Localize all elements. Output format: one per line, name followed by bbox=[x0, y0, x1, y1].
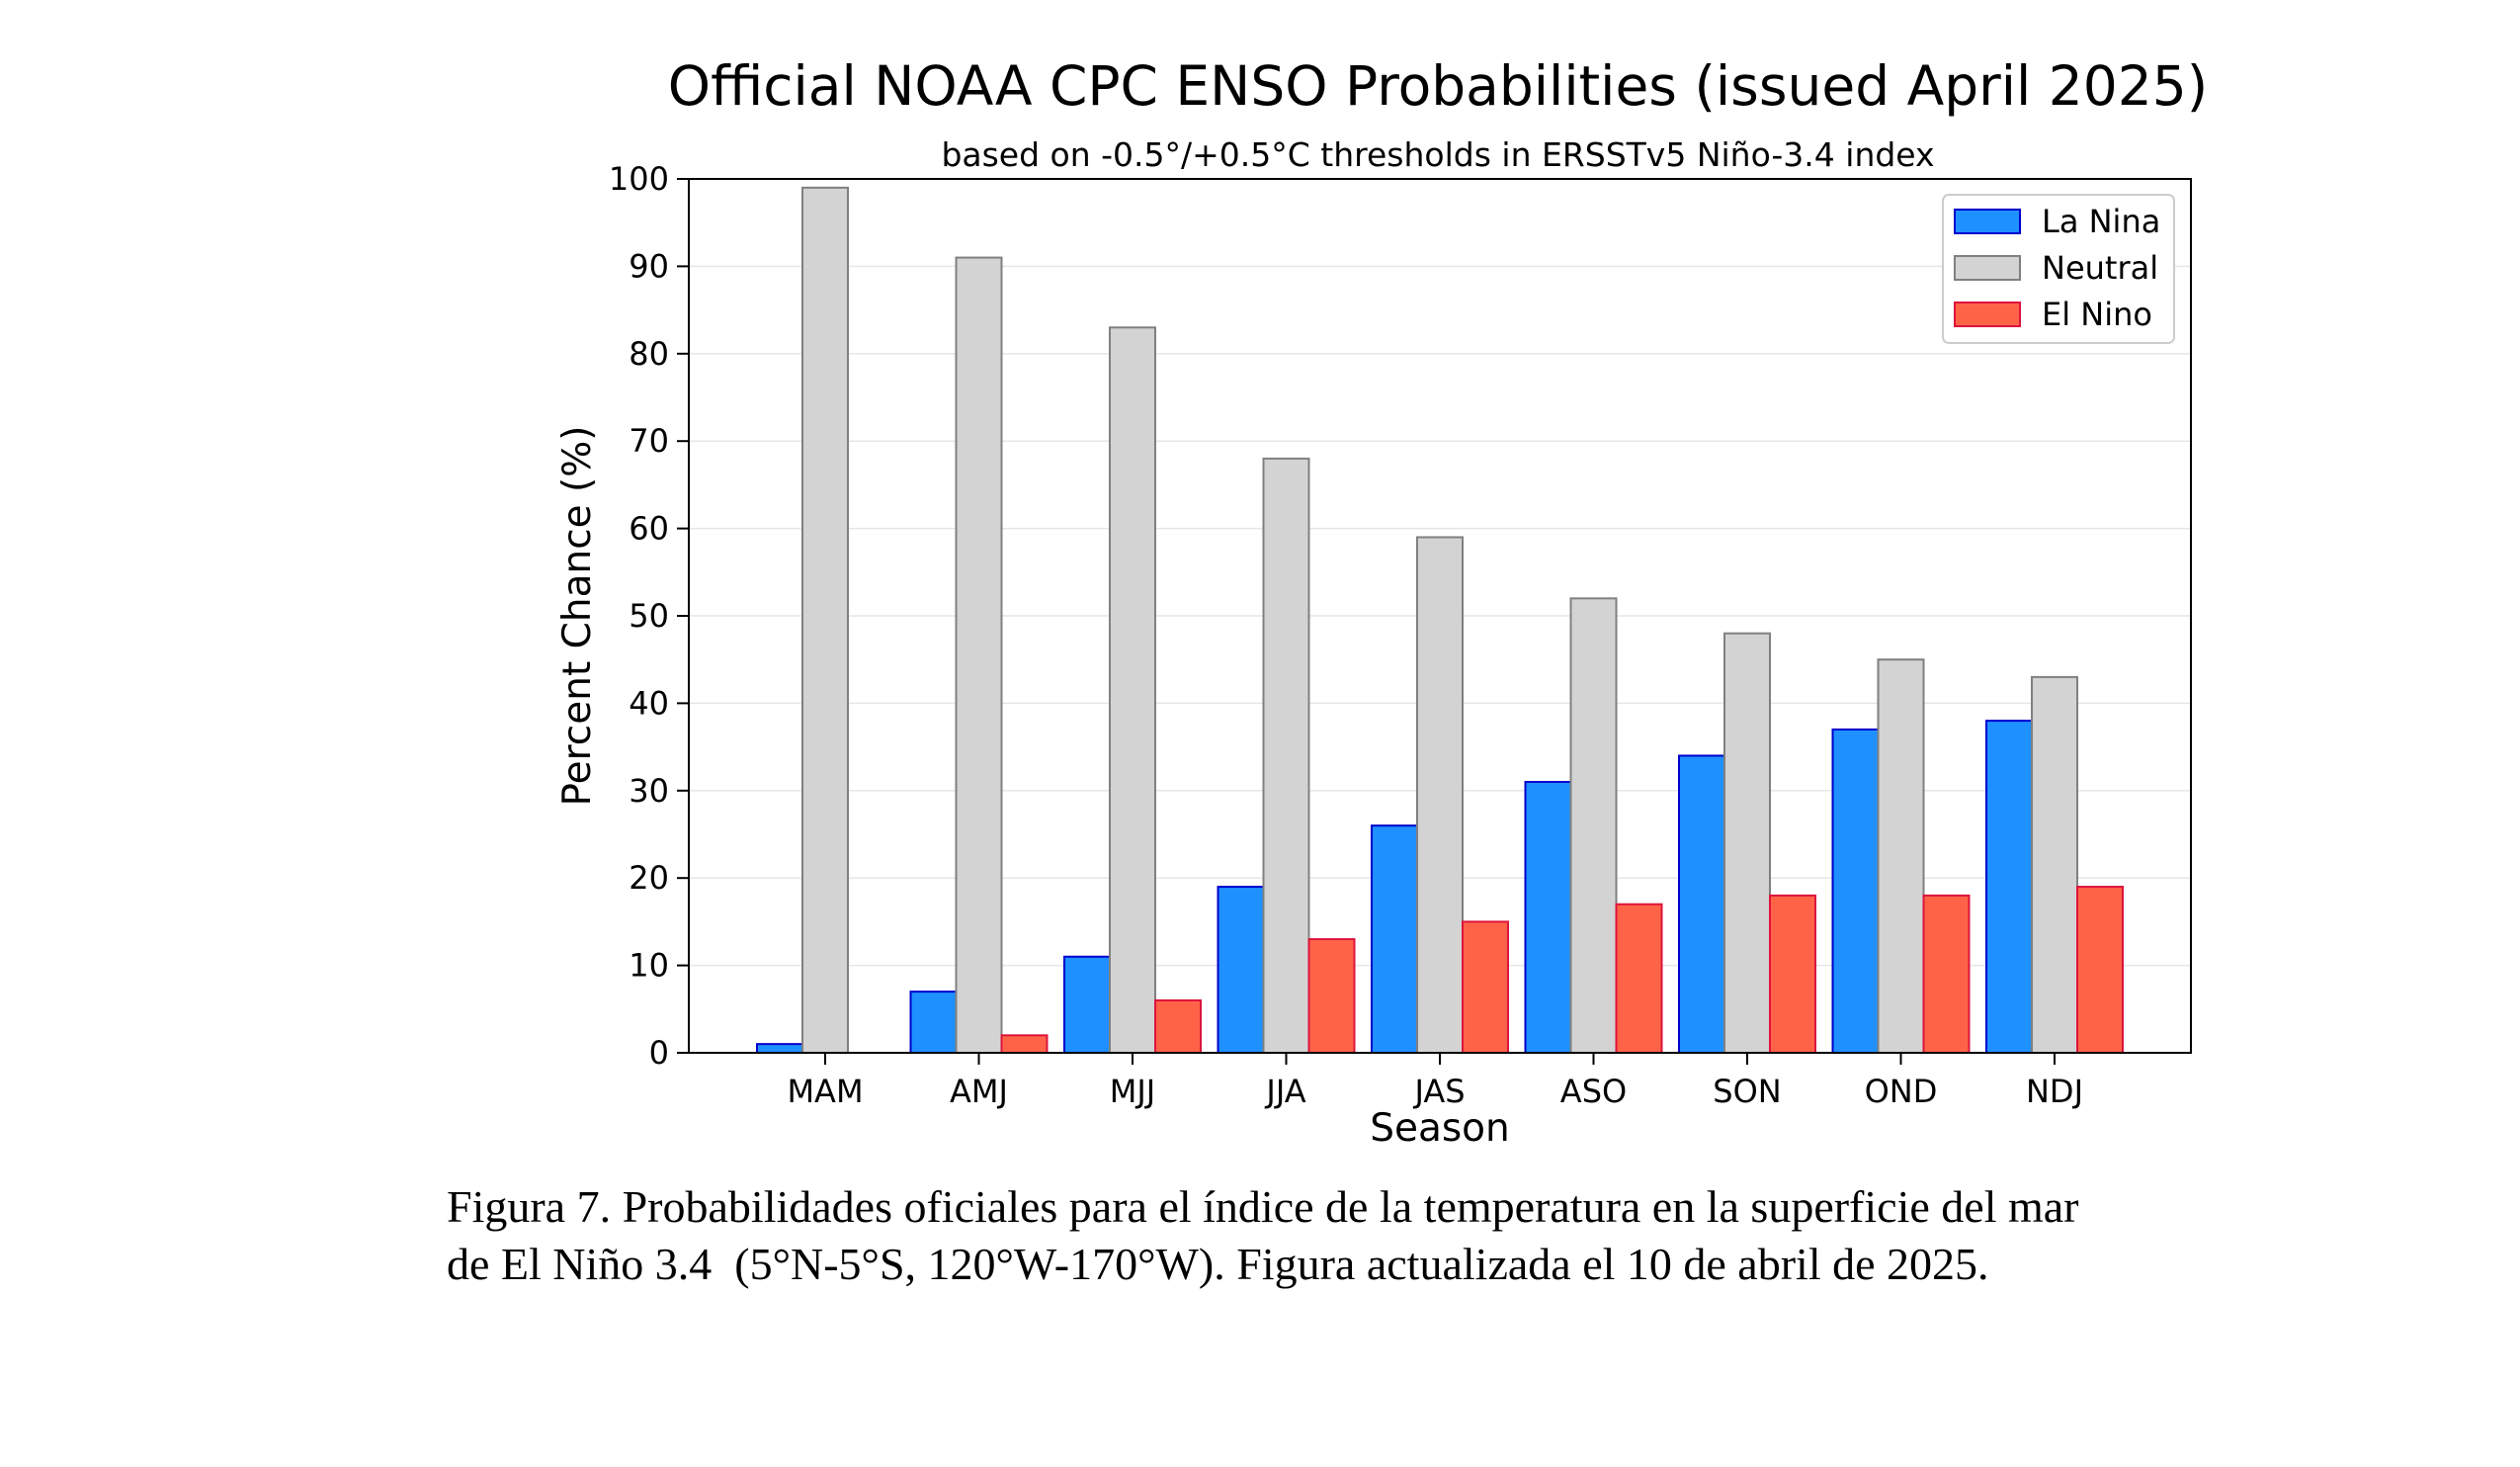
bar-el-nino-son bbox=[1769, 894, 1816, 1054]
bar-la-nina-son bbox=[1678, 754, 1725, 1054]
y-tick-label: 30 bbox=[629, 772, 669, 810]
x-tick-label: NDJ bbox=[2026, 1073, 2083, 1110]
caption-line-1: Figura 7. Probabilidades oficiales para … bbox=[447, 1181, 2079, 1232]
bar-el-nino-jja bbox=[1307, 938, 1356, 1055]
x-tick-label: JJA bbox=[1264, 1073, 1305, 1110]
x-tick-label: JAS bbox=[1412, 1073, 1465, 1110]
y-axis: 0 10 20 30 40 50 60 70 80 90 100 bbox=[609, 160, 689, 1072]
bar-neutral-mjj bbox=[1109, 326, 1156, 1054]
x-tick-label: MJJ bbox=[1110, 1073, 1155, 1110]
chart-subtitle: based on -0.5°/+0.5°C thresholds in ERSS… bbox=[941, 135, 1934, 174]
bar-la-nina-mjj bbox=[1063, 955, 1111, 1055]
bar-el-nino-ndj bbox=[2076, 886, 2124, 1054]
y-tick-label: 20 bbox=[629, 859, 669, 897]
bar-el-nino-jas bbox=[1462, 920, 1509, 1055]
legend-swatch-el-nino bbox=[1954, 302, 2021, 327]
bar-neutral-ond bbox=[1877, 658, 1925, 1054]
x-tick-label: OND bbox=[1865, 1073, 1938, 1110]
bar-la-nina-jas bbox=[1371, 824, 1418, 1054]
y-tick-label: 10 bbox=[629, 947, 669, 985]
bar-la-nina-mam bbox=[756, 1043, 803, 1055]
bar-neutral-son bbox=[1723, 632, 1771, 1054]
chart-title: Official NOAA CPC ENSO Probabilities (is… bbox=[668, 54, 2208, 118]
x-tick-label: MAM bbox=[787, 1073, 863, 1110]
x-tick-label: ASO bbox=[1560, 1073, 1627, 1110]
y-tick-label: 90 bbox=[629, 247, 669, 285]
bar-el-nino-aso bbox=[1615, 903, 1663, 1054]
x-tick-label: AMJ bbox=[950, 1073, 1008, 1110]
figure-caption: Figura 7. Probabilidades oficiales para … bbox=[447, 1178, 2305, 1293]
y-tick-label: 40 bbox=[629, 684, 669, 722]
legend-swatch-neutral bbox=[1954, 255, 2021, 281]
bar-el-nino-mjj bbox=[1154, 998, 1202, 1055]
bar-la-nina-aso bbox=[1524, 780, 1572, 1055]
bar-la-nina-ond bbox=[1831, 728, 1880, 1054]
y-tick-label: 60 bbox=[629, 510, 669, 548]
legend-label: Neutral bbox=[2042, 249, 2158, 287]
bar-la-nina-ndj bbox=[1985, 720, 2033, 1055]
x-axis-label: Season bbox=[1370, 1106, 1510, 1151]
legend-label: La Nina bbox=[2042, 203, 2160, 240]
y-axis-label: Percent Chance (%) bbox=[555, 425, 600, 806]
bar-la-nina-amj bbox=[909, 991, 958, 1054]
y-tick-label: 80 bbox=[629, 335, 669, 373]
legend-swatch-la-nina bbox=[1954, 209, 2021, 234]
x-axis: MAM AMJ MJJ JJA JAS ASO SON OND NDJ bbox=[787, 1053, 2083, 1110]
bar-el-nino-ond bbox=[1922, 894, 1971, 1054]
legend: La Nina Neutral El Nino bbox=[1942, 194, 2175, 344]
bar-neutral-jas bbox=[1416, 536, 1464, 1054]
y-tick-label: 0 bbox=[649, 1034, 669, 1072]
caption-line-2: de El Niño 3.4 (5°N-5°S, 120°W-170°W). F… bbox=[447, 1239, 1989, 1289]
bar-la-nina-jja bbox=[1217, 886, 1265, 1054]
x-tick-label: SON bbox=[1713, 1073, 1781, 1110]
bar-neutral-ndj bbox=[2031, 675, 2078, 1054]
bar-neutral-amj bbox=[955, 256, 1003, 1054]
y-tick-label: 100 bbox=[609, 160, 669, 198]
legend-label: El Nino bbox=[2042, 296, 2152, 333]
bar-neutral-jja bbox=[1262, 457, 1310, 1054]
bar-neutral-aso bbox=[1569, 597, 1618, 1054]
y-tick-label: 50 bbox=[629, 597, 669, 635]
bar-neutral-mam bbox=[801, 186, 849, 1054]
bar-el-nino-amj bbox=[1000, 1034, 1049, 1054]
y-tick-label: 70 bbox=[629, 422, 669, 460]
bars bbox=[756, 186, 2124, 1055]
